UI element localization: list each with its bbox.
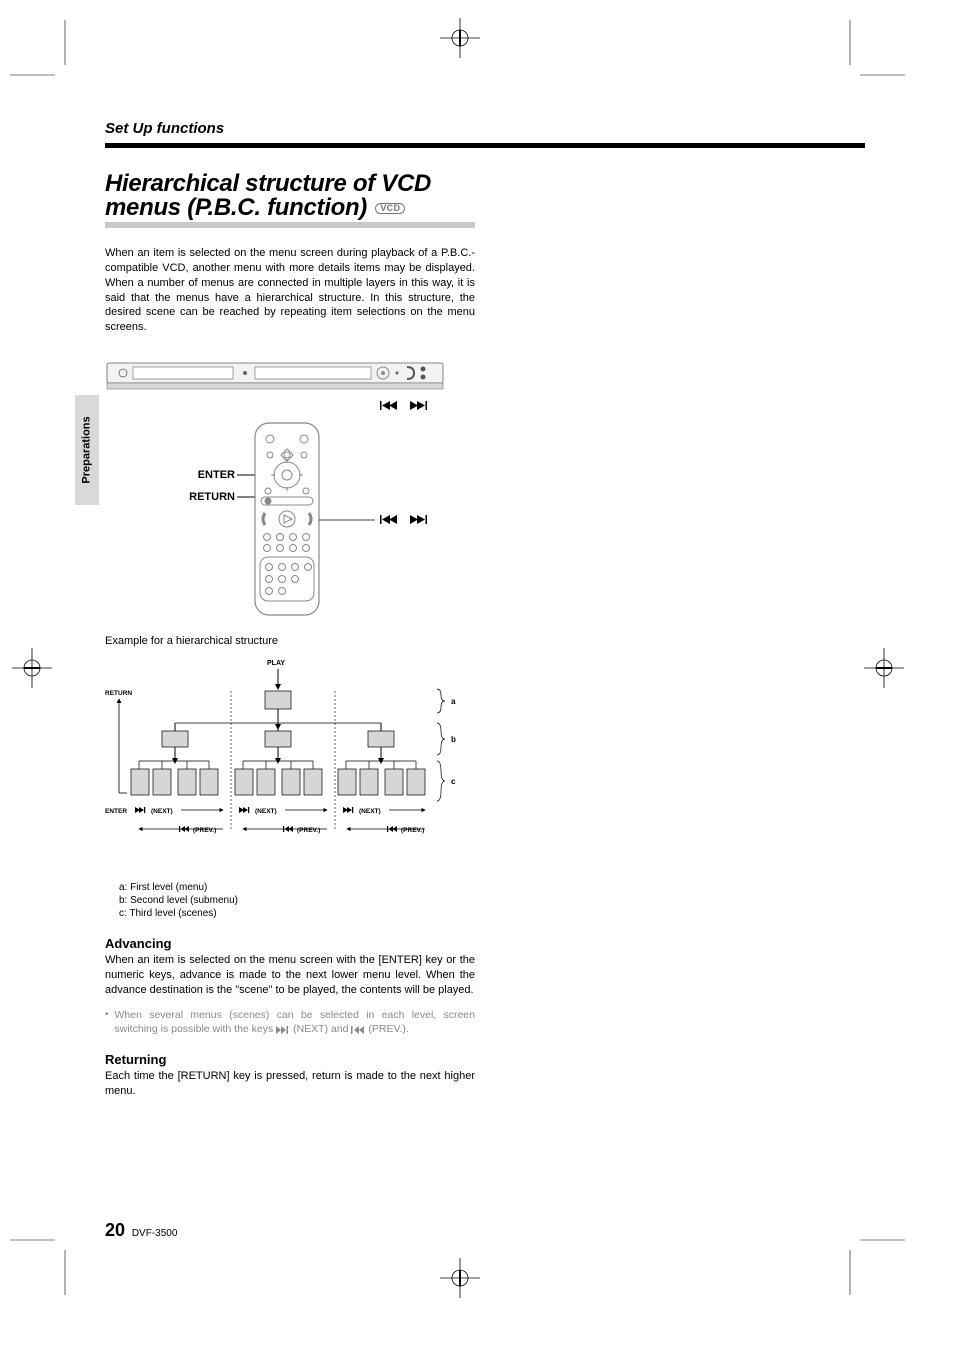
next-icon	[276, 1026, 290, 1034]
page-title: Hierarchical structure of VCD menus (P.B…	[105, 172, 475, 220]
remote-illustration	[105, 421, 445, 621]
tree-level-c: c	[451, 777, 456, 786]
player-unit-illustration	[105, 357, 445, 417]
vcd-badge: VCD	[375, 203, 405, 214]
title-line1: Hierarchical structure of VCD	[105, 170, 431, 197]
advancing-heading: Advancing	[105, 936, 475, 951]
tree-legend: a: First level (menu) b: Second level (s…	[119, 881, 475, 920]
legend-b: b: Second level (submenu)	[119, 894, 475, 907]
intro-paragraph: When an item is selected on the menu scr…	[105, 246, 475, 335]
tree-level-b: b	[451, 735, 456, 744]
model-number: DVF-3500	[132, 1228, 178, 1239]
title-underline	[105, 222, 475, 228]
remote-block: ENTER RETURN	[105, 421, 445, 621]
title-line2: menus (P.B.C. function)	[105, 194, 367, 221]
svg-text:(PREV.): (PREV.)	[401, 827, 424, 834]
title-block: Hierarchical structure of VCD menus (P.B…	[105, 172, 475, 228]
crop-mark-top	[440, 18, 480, 58]
crop-mark-right	[864, 648, 904, 688]
remote-enter-label: ENTER	[145, 469, 235, 481]
remote-return-label: RETURN	[145, 491, 235, 503]
body-column: When an item is selected on the menu scr…	[105, 246, 475, 1099]
side-tab-label: Preparations	[81, 416, 93, 483]
returning-body: Each time the [RETURN] key is pressed, r…	[105, 1069, 475, 1099]
crop-mark-bottom	[440, 1258, 480, 1298]
page-content: Set Up functions Hierarchical structure …	[105, 120, 865, 1099]
example-caption: Example for a hierarchical structure	[105, 635, 475, 647]
svg-text:(NEXT): (NEXT)	[359, 808, 381, 815]
legend-c: c: Third level (scenes)	[119, 907, 475, 920]
note-prev: (PREV.).	[365, 1023, 408, 1035]
returning-heading: Returning	[105, 1052, 475, 1067]
legend-a: a: First level (menu)	[119, 881, 475, 894]
tree-enter-label: ENTER	[105, 808, 127, 815]
note-next: (NEXT) and	[290, 1023, 351, 1035]
svg-text:(NEXT): (NEXT)	[255, 808, 277, 815]
prev-icon	[351, 1026, 365, 1034]
hierarchy-tree: a b c PLAY	[105, 653, 465, 873]
svg-text:(PREV.): (PREV.)	[193, 827, 216, 834]
page-number: 20	[105, 1220, 125, 1240]
advancing-note-text: When several menus (scenes) can be selec…	[115, 1008, 475, 1036]
crop-mark-left	[12, 648, 52, 688]
section-rule	[105, 143, 865, 148]
tree-play-label: PLAY	[267, 660, 285, 667]
section-header: Set Up functions	[105, 120, 865, 137]
advancing-body: When an item is selected on the menu scr…	[105, 953, 475, 998]
svg-text:(PREV.): (PREV.)	[297, 827, 320, 834]
side-tab: Preparations	[75, 395, 99, 505]
tree-level-a: a	[451, 697, 456, 706]
advancing-note: • When several menus (scenes) can be sel…	[105, 1008, 475, 1036]
page-footer: 20 DVF-3500	[105, 1220, 177, 1241]
svg-text:(NEXT): (NEXT)	[151, 808, 173, 815]
bullet-icon: •	[105, 1008, 109, 1036]
tree-return-label: RETURN	[105, 690, 132, 697]
